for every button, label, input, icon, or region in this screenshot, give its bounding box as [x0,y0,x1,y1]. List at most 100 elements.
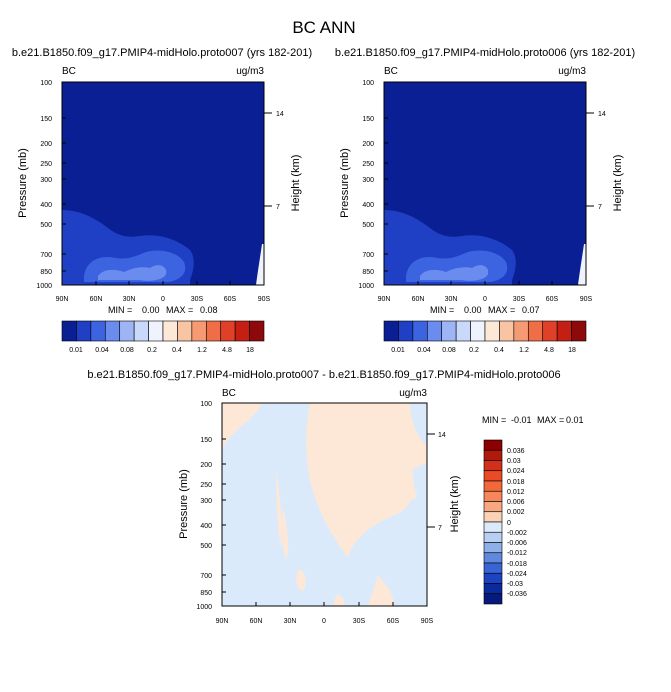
x-tick-label: 60N [412,296,425,303]
y-axis-right: 14 7 Height (km) [586,111,624,211]
max-value: 0.07 [522,305,540,315]
contour-positive-blob-d [409,487,417,500]
y-tick-label: 1000 [196,604,212,611]
y-tick-label: 150 [40,116,52,123]
y-tick-label: 400 [200,523,212,530]
y-tick-label: 500 [200,543,212,550]
colorbar-swatch [483,521,503,533]
min-label: MIN = [430,305,454,315]
colorbar-swatch [441,320,457,342]
colorbar-label: -0.036 [507,591,527,598]
colorbar-swatch [483,531,503,543]
right-tick-label: 7 [276,204,280,211]
contour-edge-right [256,244,264,285]
min-value: 0.00 [142,305,160,315]
x-tick-label: 90N [56,296,69,303]
colorbar-swatch [483,583,503,595]
x-tick-label: 90N [378,296,391,303]
panel-left: b.e21.B1850.f09_g17.PMIP4-midHolo.proto0… [12,47,312,354]
right-tick-label: 14 [598,111,606,118]
y-tick-label: 250 [362,161,374,168]
colorbar-swatch [483,562,503,574]
contour-negative-main [222,403,427,606]
contour-positive-blob-a [281,508,289,560]
panel-right: b.e21.B1850.f09_g17.PMIP4-midHolo.proto0… [335,47,635,354]
colorbar-label: 4.8 [222,347,232,354]
colorbar-swatch [249,320,265,342]
colorbar-swatch [483,552,503,564]
min-max-readout: MIN = 0.00 MAX = 0.08 [108,305,218,315]
right-tick-label: 14 [438,432,446,439]
x-tick-label: 60N [90,296,103,303]
max-label: MAX = [537,415,564,425]
right-axis-title: Height (km) [290,155,302,212]
colorbar-swatch [162,320,178,342]
colorbar: 0.01 0.04 0.08 0.2 0.4 1.2 4.8 18 [383,320,587,354]
variable-label: BC [222,388,236,399]
contour-positive-blob-b [296,569,306,591]
y-axis-title: Pressure (mb) [339,148,351,218]
colorbar-swatch [513,320,529,342]
colorbar-swatch [483,501,503,513]
min-value: -0.01 [511,415,532,425]
x-tick-label: 60S [224,296,237,303]
x-tick-label: 90S [258,296,271,303]
y-tick-label: 200 [200,462,212,469]
y-axis: 100 150 200 250 300 400 500 700 850 1000… [17,80,66,290]
colorbar-cells [483,439,503,605]
contour-band-high [420,265,489,281]
x-tick-label: 30N [284,618,297,625]
colorbar-swatch [483,439,503,451]
min-label: MIN = [482,415,506,425]
y-tick-label: 850 [40,269,52,276]
colorbar-swatch [76,320,92,342]
units-label: ug/m3 [236,66,264,77]
colorbar-swatch [571,320,587,342]
colorbar-swatch [483,449,503,461]
colorbar-swatch [177,320,193,342]
y-tick-label: 300 [362,177,374,184]
colorbar-label: 0.2 [469,347,479,354]
colorbar-label: 0.006 [507,499,525,506]
y-tick-label: 850 [200,590,212,597]
x-tick-label: 30S [191,296,204,303]
y-tick-label: 300 [40,177,52,184]
right-axis-title: Height (km) [612,155,624,212]
colorbar-swatch [205,320,222,342]
colorbar-label: 0.04 [417,347,431,354]
x-tick-label: 0 [322,618,326,625]
colorbar-label: 0.01 [391,347,405,354]
right-tick-label: 7 [598,204,602,211]
colorbar: 0.01 0.04 0.08 0.2 0.4 1.2 4.8 18 [61,320,265,354]
colorbar-cells [383,320,587,342]
y-tick-label: 500 [362,222,374,229]
contour-negative-right [410,403,427,445]
colorbar-label: 0.002 [507,509,525,516]
colorbar-label: 0.03 [507,458,521,465]
colorbar-cells [61,320,265,342]
colorbar-label: 0 [507,520,511,527]
colorbar-swatch [484,320,500,342]
x-tick-label: 90S [580,296,593,303]
figure-title: BC ANN [292,18,355,37]
y-tick-label: 100 [40,80,52,87]
contour-positive-blob-c [334,594,345,606]
units-label: ug/m3 [558,66,586,77]
contour-edge-right [578,244,586,285]
colorbar-label: -0.002 [507,530,527,537]
y-tick-label: 400 [40,202,52,209]
colorbar-label: 0.4 [172,347,182,354]
right-tick-label: 7 [438,525,442,532]
x-tick-label: 30S [353,618,366,625]
colorbar-swatch [483,480,503,492]
colorbar-swatch [556,320,572,342]
x-axis: 90N 60N 30N 0 30S 60S 90S [56,281,271,303]
colorbar-swatch [542,320,558,342]
colorbar: 0.036 0.03 0.024 0.018 0.012 0.006 0.002… [483,439,527,605]
colorbar-swatch [527,320,544,342]
x-tick-label: 90N [216,618,229,625]
colorbar-swatch [148,320,164,342]
colorbar-swatch [104,320,121,342]
colorbar-label: 0.018 [507,479,525,486]
